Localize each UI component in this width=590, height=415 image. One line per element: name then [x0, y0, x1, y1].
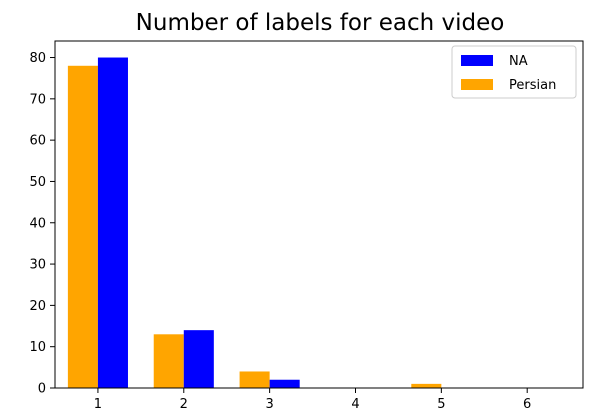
bar-na-1	[97, 57, 128, 389]
y-tick-label-80: 80	[29, 51, 46, 66]
chart-title: Number of labels for each video	[136, 10, 505, 36]
y-tick-label-0: 0	[38, 382, 46, 397]
x-tick-label-4: 4	[351, 397, 359, 412]
y-tick-label-60: 60	[29, 134, 46, 149]
legend: NA Persian	[451, 45, 577, 99]
y-tick-label-30: 30	[29, 258, 46, 273]
x-tick-label-3: 3	[265, 397, 273, 412]
x-tick-label-6: 6	[523, 397, 531, 412]
bar-persian-1	[67, 65, 98, 389]
x-tick-label-5: 5	[437, 397, 445, 412]
legend-label-na: NA	[509, 54, 528, 69]
x-tick-label-1: 1	[94, 397, 102, 412]
legend-label-persian: Persian	[509, 78, 556, 93]
y-tick-label-20: 20	[29, 299, 46, 314]
legend-swatch-na	[461, 55, 493, 66]
bar-persian-2	[153, 334, 184, 388]
bar-persian-5	[411, 383, 442, 388]
y-tick-label-40: 40	[29, 216, 46, 231]
x-tick-label-2: 2	[180, 397, 188, 412]
y-tick-label-50: 50	[29, 175, 46, 190]
plot-area: 0 10 20 30 40 50 60 70 80 1 2 3 4 5 6	[29, 40, 584, 412]
legend-swatch-persian	[461, 79, 493, 90]
plot-frame	[54, 40, 584, 389]
bar-na-2	[183, 330, 214, 388]
bar-persian-3	[239, 371, 270, 388]
bar-na-3	[269, 379, 300, 388]
y-tick-label-10: 10	[29, 340, 46, 355]
y-tick-label-70: 70	[29, 92, 46, 107]
